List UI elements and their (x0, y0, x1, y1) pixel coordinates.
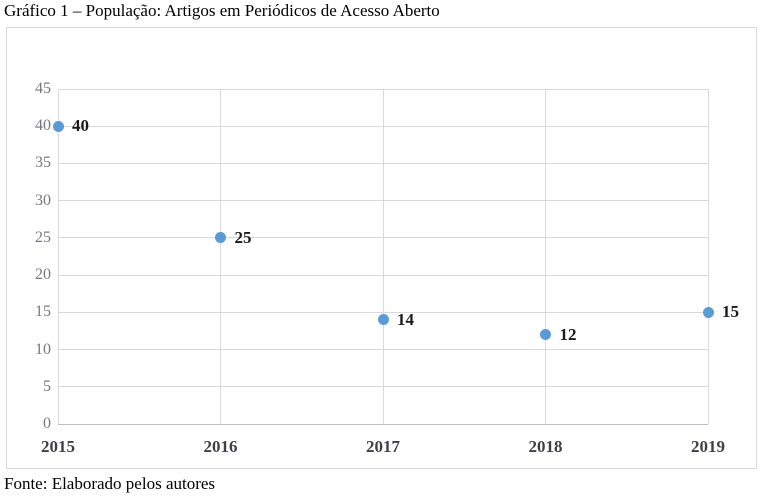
y-axis-tick-label: 40 (35, 117, 51, 135)
data-point-label: 40 (72, 116, 89, 136)
y-axis-tick-label: 35 (35, 154, 51, 172)
y-axis-tick-label: 15 (35, 303, 51, 321)
y-axis-tick-label: 20 (35, 266, 51, 284)
data-point (377, 314, 389, 326)
vertical-gridline (707, 89, 709, 424)
y-axis-tick-label: 10 (35, 340, 51, 358)
chart-title: Gráfico 1 – População: Artigos em Periód… (4, 1, 440, 20)
horizontal-gridline (58, 423, 708, 425)
vertical-gridline (545, 89, 546, 424)
data-point-label: 12 (559, 324, 577, 344)
y-axis-tick-label: 30 (35, 191, 51, 209)
y-axis-tick-label: 0 (43, 415, 51, 432)
source-note: Fonte: Elaborado pelos autores (4, 474, 216, 493)
data-point (702, 306, 714, 318)
data-point-label: 14 (397, 309, 414, 329)
data-point-label: 25 (234, 227, 252, 247)
x-axis-tick-label: 2015 (41, 437, 75, 456)
x-axis-tick-label: 2017 (366, 437, 400, 456)
vertical-gridline (220, 89, 221, 424)
x-axis-tick-label: 2018 (528, 437, 563, 456)
chart-frame: 0 5 10 15 20 25 30 35 40 45 2015 2016 2017 2018 2019 40… (6, 27, 757, 469)
y-axis-tick-label: 25 (35, 228, 51, 246)
data-point (540, 329, 551, 341)
y-axis-tick-label: 5 (43, 377, 51, 395)
x-axis-tick-label: 2016 (203, 437, 238, 456)
vertical-gridline (57, 89, 59, 424)
data-point-label: 15 (722, 302, 739, 322)
x-axis-tick-label: 2019 (691, 437, 725, 456)
vertical-gridline (382, 89, 384, 424)
data-point (52, 120, 64, 132)
y-axis-tick-label: 45 (35, 80, 51, 97)
data-point (215, 232, 226, 244)
